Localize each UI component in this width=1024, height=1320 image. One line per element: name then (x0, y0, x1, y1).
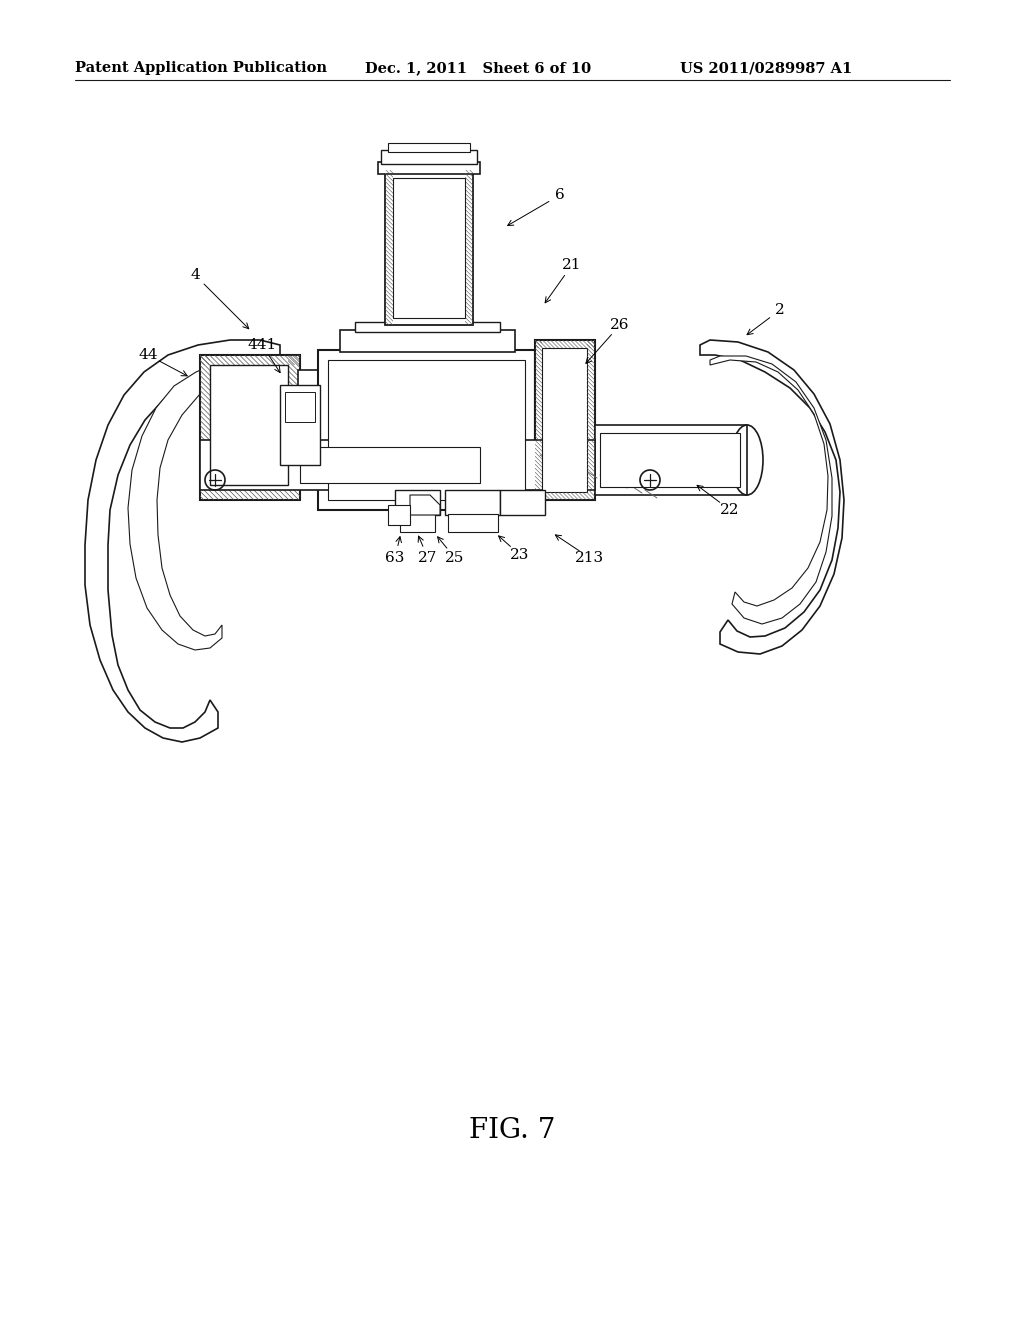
Text: Patent Application Publication: Patent Application Publication (75, 61, 327, 75)
Bar (200, 440, 595, 490)
Bar (445, 490, 500, 515)
Bar (300, 447, 480, 483)
Bar (385, 170, 473, 325)
Polygon shape (85, 341, 280, 742)
Bar (355, 322, 500, 333)
Bar (285, 392, 315, 422)
Text: 2: 2 (775, 304, 784, 317)
Text: 441: 441 (248, 338, 276, 352)
Bar (388, 506, 410, 525)
Text: 22: 22 (720, 503, 739, 517)
Text: FIG. 7: FIG. 7 (469, 1117, 555, 1143)
Text: 27: 27 (419, 550, 437, 565)
Polygon shape (128, 358, 270, 649)
Text: 213: 213 (575, 550, 604, 565)
Text: 6: 6 (555, 187, 565, 202)
Bar (595, 425, 746, 495)
Text: 4: 4 (190, 268, 200, 282)
Text: US 2011/0289987 A1: US 2011/0289987 A1 (680, 61, 852, 75)
Text: 25: 25 (445, 550, 465, 565)
Bar (381, 150, 477, 164)
Bar (500, 490, 545, 515)
Bar (298, 451, 318, 470)
Bar (449, 513, 498, 532)
Bar (280, 385, 319, 465)
Bar (298, 370, 318, 388)
Text: Dec. 1, 2011   Sheet 6 of 10: Dec. 1, 2011 Sheet 6 of 10 (365, 61, 591, 75)
Bar (328, 360, 525, 500)
Bar (395, 490, 440, 515)
Text: 26: 26 (610, 318, 630, 333)
Bar (535, 341, 595, 500)
Bar (388, 143, 470, 152)
Bar (393, 178, 465, 318)
Text: 44: 44 (138, 348, 158, 362)
Bar (210, 366, 288, 484)
Bar (542, 348, 587, 492)
Bar (200, 355, 300, 500)
Bar (318, 350, 535, 510)
Polygon shape (700, 341, 844, 653)
Text: 63: 63 (385, 550, 404, 565)
Bar (600, 433, 740, 487)
Bar (340, 330, 515, 352)
Polygon shape (410, 495, 440, 515)
Text: 21: 21 (562, 257, 582, 272)
Text: 23: 23 (510, 548, 529, 562)
Polygon shape (710, 356, 831, 624)
Bar (400, 513, 435, 532)
Bar (378, 162, 480, 174)
